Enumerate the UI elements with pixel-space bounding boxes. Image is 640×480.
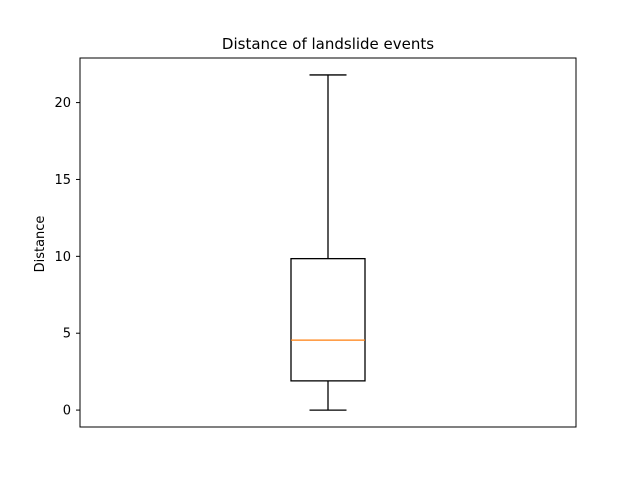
y-tick-label: 5 [63,327,71,342]
y-tick-label: 15 [54,173,71,188]
y-tick-label: 20 [54,96,71,111]
box-plot [290,74,366,411]
chart-title: Distance of landslide events [222,35,434,53]
plot-frame [79,57,577,428]
y-tick-label: 0 [63,404,71,419]
y-axis: 0 5 10 15 20 [54,96,80,419]
y-axis-label: Distance [33,216,48,273]
interquartile-box [290,257,366,382]
y-tick-label: 10 [54,250,71,265]
